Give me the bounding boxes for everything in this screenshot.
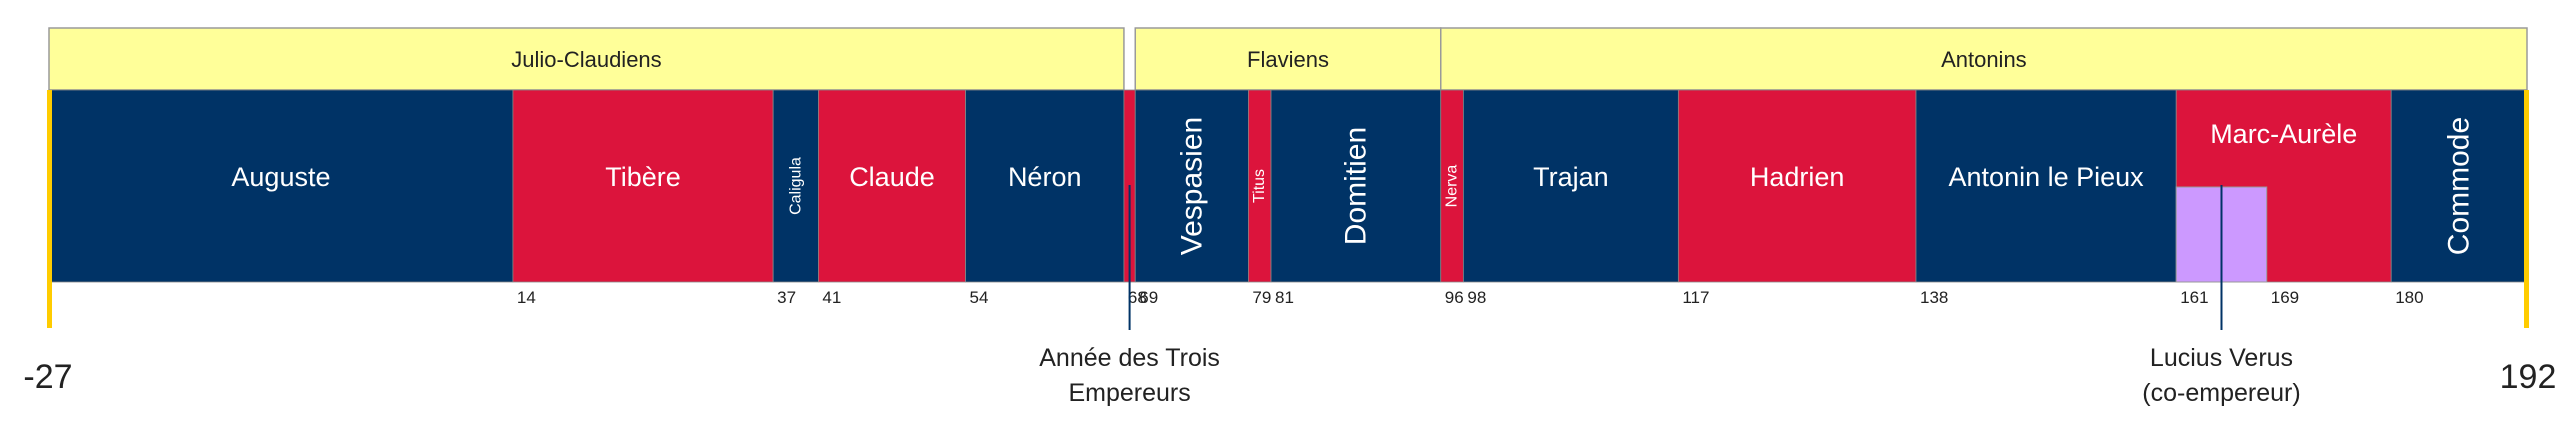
reign-block xyxy=(1134,89,1249,283)
emperor-name: Commode xyxy=(2443,117,2476,255)
dynasty-band xyxy=(48,27,1125,91)
dynasty-1: Flaviens xyxy=(1134,27,1442,91)
emperor-name: Vespasien xyxy=(1175,117,1208,255)
year-tick-6: 79 xyxy=(1252,288,1271,307)
reign-block xyxy=(1677,89,1917,283)
reign-block xyxy=(2390,89,2528,283)
reign-block xyxy=(965,89,1125,283)
emperor-name: Trajan xyxy=(1533,162,1609,192)
year-tick-8: 96 xyxy=(1445,288,1464,307)
year-tick-5: 69 xyxy=(1139,288,1158,307)
dynasty-label: Antonins xyxy=(1941,47,2027,72)
emperor-name: Caligula xyxy=(787,157,804,215)
dynasty-band xyxy=(1134,27,1442,91)
year-tick-4: 68 xyxy=(1128,288,1147,307)
emperor-name: Tibère xyxy=(605,162,681,192)
emperor-name: Hadrien xyxy=(1750,162,1845,192)
year-tick-12: 161 xyxy=(2180,288,2208,307)
emperor-name: Domitien xyxy=(1339,127,1372,245)
reign-block xyxy=(512,89,774,283)
emperor-reign-10: Trajan xyxy=(1462,89,1679,283)
year-tick-0: 14 xyxy=(517,288,536,307)
dynasty-2: Antonins xyxy=(1440,27,2528,91)
emperor-reign-1: Tibère xyxy=(512,89,774,283)
reign-block xyxy=(772,89,819,283)
year-tick-11: 138 xyxy=(1920,288,1948,307)
year-tick-13: 169 xyxy=(2271,288,2299,307)
emperor-reign-4: Néron xyxy=(965,89,1125,283)
start-year-label: -27 xyxy=(23,358,72,396)
emperor-name: Titus xyxy=(1251,169,1268,203)
emperor-reign-12: Antonin le Pieux xyxy=(1915,89,2177,283)
dynasty-label: Flaviens xyxy=(1247,47,1329,72)
year-tick-9: 98 xyxy=(1467,288,1486,307)
annotation-line-2: (co-empereur) xyxy=(2142,379,2300,407)
emperor-name: Antonin le Pieux xyxy=(1949,162,2145,192)
emperor-name: Claude xyxy=(849,162,935,192)
year-tick-2: 41 xyxy=(822,288,841,307)
reign-block xyxy=(1270,89,1442,283)
start-edge-marker xyxy=(47,90,52,328)
annotation-line-1: Année des Trois xyxy=(1039,344,1220,372)
reign-block xyxy=(1462,89,1679,283)
year-tick-3: 54 xyxy=(970,288,989,307)
emperor-reign-0: Auguste xyxy=(48,89,514,283)
end-edge-marker xyxy=(2524,90,2529,328)
emperor-reign-2: Caligula xyxy=(772,89,819,283)
emperor-name: Nerva xyxy=(1444,165,1461,208)
dynasty-0: Julio-Claudiens xyxy=(48,27,1125,91)
emperor-reign-7: Titus xyxy=(1247,89,1272,283)
annotation-1: Lucius Verus (co-empereur) xyxy=(2142,185,2301,407)
end-year-label: 192 xyxy=(2500,358,2557,396)
emperor-reign-3: Claude xyxy=(818,89,966,283)
emperor-reign-8: Domitien xyxy=(1270,89,1442,283)
emperor-reign-11: Hadrien xyxy=(1677,89,1917,283)
annotation-0: Année des Trois Empereurs xyxy=(1039,185,1220,407)
emperor-name: Néron xyxy=(1008,162,1082,192)
annotation-line-2: Empereurs xyxy=(1068,379,1190,407)
emperor-reign-14: Commode xyxy=(2390,89,2528,283)
reign-block xyxy=(1915,89,2177,283)
year-tick-10: 117 xyxy=(1682,288,1709,307)
dynasty-band xyxy=(1440,27,2528,91)
annotation-line-1: Lucius Verus xyxy=(2150,344,2293,372)
year-tick-1: 37 xyxy=(777,288,796,307)
emperor-reign-6: Vespasien xyxy=(1134,89,1249,283)
reign-block xyxy=(818,89,966,283)
emperor-reign-9: Nerva xyxy=(1440,89,1464,283)
year-tick-14: 180 xyxy=(2395,288,2423,307)
reign-block xyxy=(48,89,514,283)
year-tick-7: 81 xyxy=(1275,288,1294,307)
emperor-name: Marc-Aurèle xyxy=(2210,119,2357,149)
emperor-name: Auguste xyxy=(231,162,330,192)
dynasty-label: Julio-Claudiens xyxy=(511,47,661,72)
